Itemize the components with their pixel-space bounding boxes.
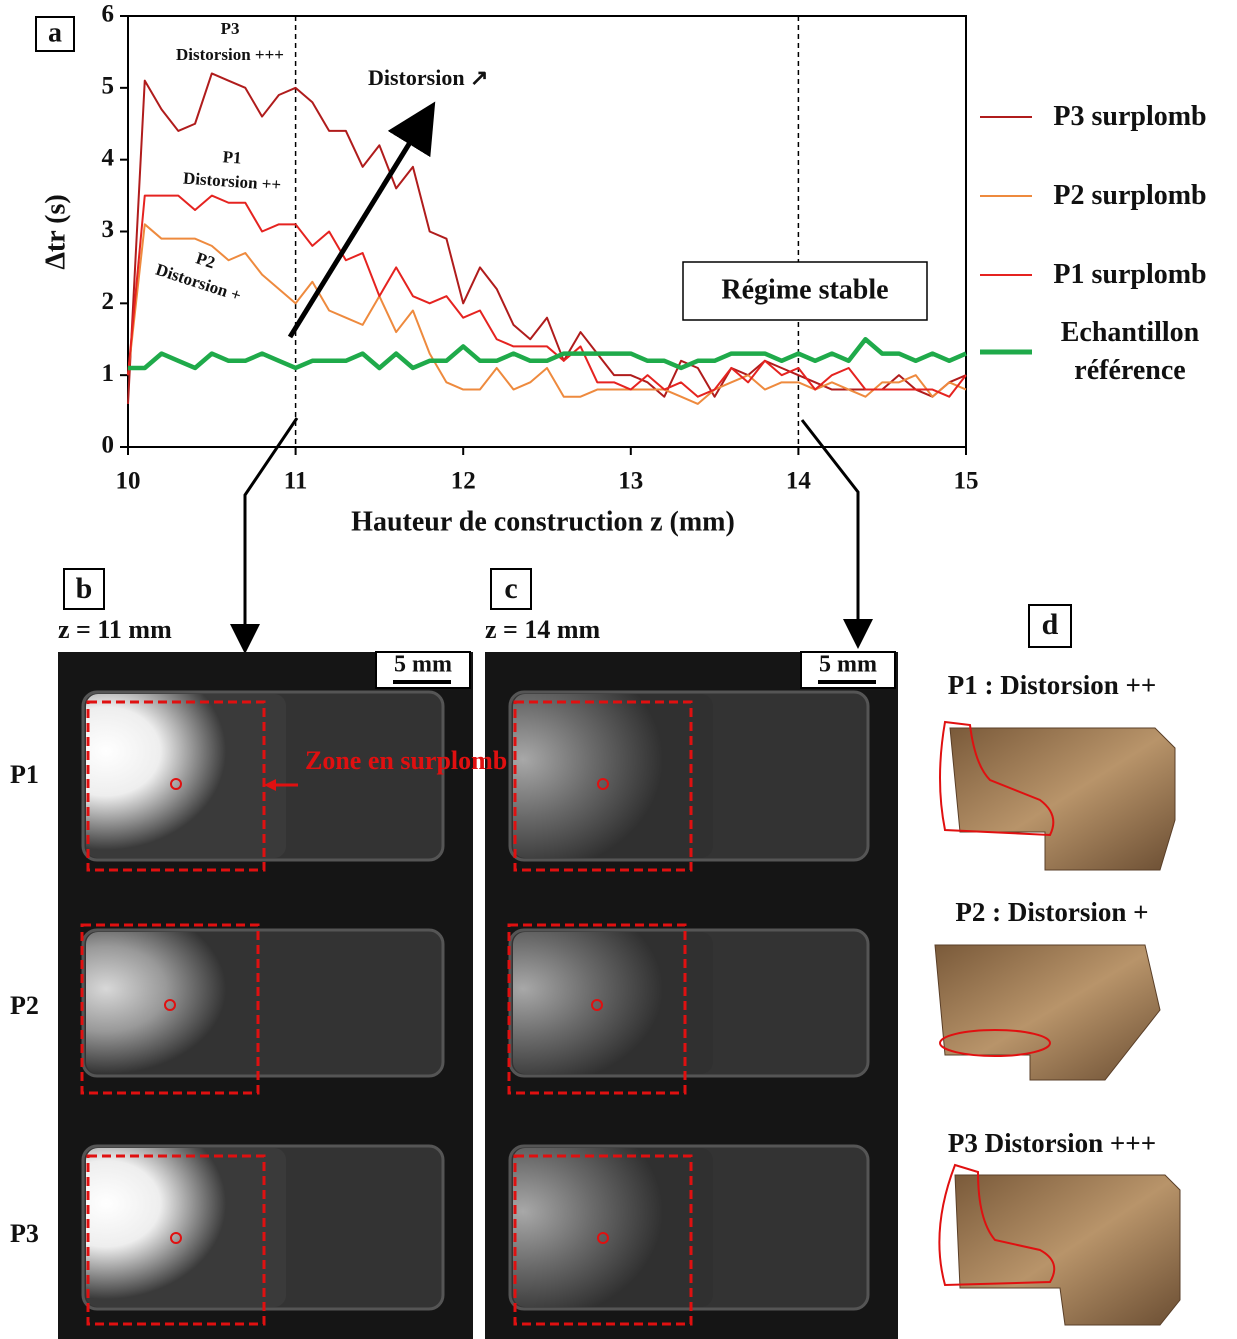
- distortion-outline: [939, 720, 1055, 837]
- part-caption: P2 : Distorsion +: [955, 897, 1148, 927]
- x-tick-label: 14: [786, 468, 812, 495]
- heat-zone: [86, 694, 286, 858]
- panel-label: a: [48, 17, 62, 48]
- heat-zone: [86, 932, 286, 1074]
- heat-zone: [513, 1148, 713, 1307]
- series-line: [127, 72, 967, 404]
- part-photo: [954, 1174, 1181, 1326]
- series-line: [127, 223, 967, 405]
- y-tick-label: 3: [102, 216, 115, 243]
- x-tick-label: 11: [284, 468, 308, 495]
- panel-caption: z = 11 mm: [58, 615, 172, 644]
- measurement-point: [164, 999, 176, 1011]
- part-photo: [934, 944, 1161, 1081]
- panel-label: b: [76, 572, 93, 605]
- y-tick-label: 6: [102, 1, 115, 28]
- annotation: Distorsion +++: [176, 45, 284, 64]
- annotation-box: [682, 261, 928, 321]
- trend-arrow: [287, 101, 436, 339]
- annotation: P3: [221, 19, 240, 38]
- overhang-zone: [513, 700, 693, 872]
- panel-label-box: [35, 16, 75, 52]
- x-tick-label: 10: [116, 468, 141, 495]
- y-axis-label: Δtr (s): [40, 194, 71, 269]
- y-tick-label: 5: [102, 73, 115, 100]
- x-axis-label: Hauteur de construction z (mm): [351, 506, 735, 537]
- overhang-zone: [80, 923, 260, 1095]
- row-label: P2: [10, 991, 39, 1020]
- overhang-zone: [86, 1154, 266, 1326]
- heat-zone: [86, 1148, 286, 1307]
- panel-label-box: [1028, 604, 1072, 648]
- part-caption: P3 Distorsion +++: [948, 1128, 1156, 1158]
- measurement-point: [597, 778, 609, 790]
- x-tick-label: 15: [954, 468, 979, 495]
- panel-label-box: [490, 568, 532, 610]
- measurement-point: [591, 999, 603, 1011]
- y-tick-label: 0: [102, 432, 115, 459]
- zone-label: Zone en surplomb: [305, 746, 507, 775]
- legend-label: P3 surplomb: [1053, 101, 1207, 132]
- part-caption: P1 : Distorsion ++: [948, 670, 1157, 700]
- distortion-outline: [939, 1029, 1051, 1057]
- legend-label: P2 surplomb: [1053, 180, 1207, 211]
- y-tick-label: 1: [102, 360, 115, 387]
- series-line: [128, 337, 967, 371]
- overhang-zone: [86, 700, 266, 872]
- annotation: P2: [194, 249, 218, 273]
- annotation: Distorsion ++: [182, 169, 281, 195]
- measurement-point: [597, 1232, 609, 1244]
- row-label: P1: [10, 760, 39, 789]
- panel-label: c: [504, 572, 517, 605]
- measurement-point: [170, 1232, 182, 1244]
- panel-label-box: [63, 568, 105, 610]
- annotation: P1: [222, 147, 242, 167]
- panel-label: d: [1042, 608, 1059, 641]
- overhang-zone: [513, 1154, 693, 1326]
- heat-zone: [513, 932, 713, 1074]
- zone-arrow-head: [264, 779, 276, 791]
- row-label: P3: [10, 1219, 39, 1248]
- measurement-point: [170, 778, 182, 790]
- scale-label: 5 mm: [394, 652, 452, 678]
- legend-label: Echantillon référence: [1060, 317, 1200, 386]
- connector-arrow: [230, 417, 299, 654]
- annotation: Distorsion ↗: [368, 65, 489, 90]
- part-photo: [949, 727, 1176, 871]
- x-tick-label: 12: [451, 468, 476, 495]
- y-tick-label: 4: [102, 144, 115, 171]
- plot-frame: [127, 15, 967, 448]
- connector-arrow: [800, 419, 873, 649]
- heat-zone: [513, 694, 713, 858]
- distortion-outline: [938, 1163, 1056, 1287]
- overhang-zone: [507, 923, 687, 1095]
- panel-caption: z = 14 mm: [485, 615, 601, 644]
- x-tick-label: 13: [618, 468, 643, 495]
- y-tick-label: 2: [102, 288, 115, 315]
- annotation: Régime stable: [721, 274, 888, 305]
- series-line: [127, 194, 967, 398]
- scale-label: 5 mm: [819, 652, 877, 678]
- legend-label: P1 surplomb: [1053, 259, 1207, 290]
